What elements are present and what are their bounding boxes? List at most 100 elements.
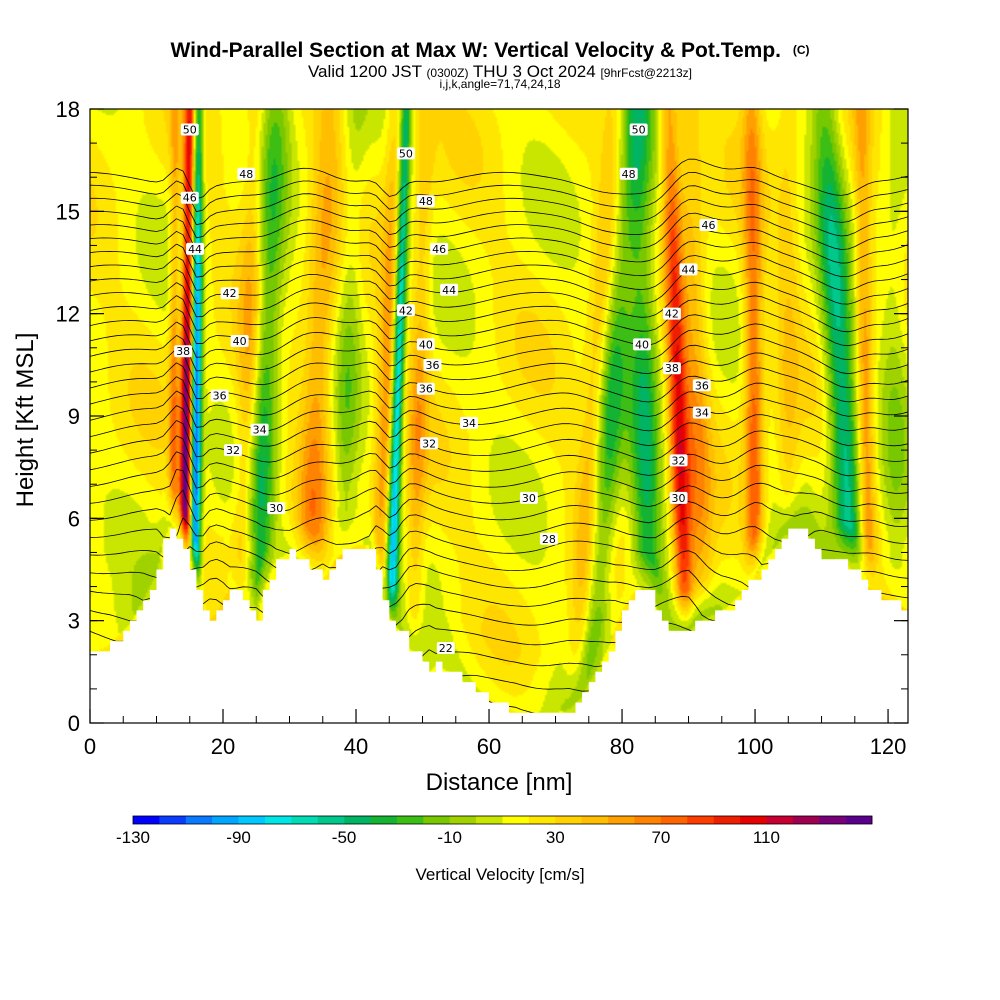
contour-label-bg — [396, 304, 415, 317]
colorbar-swatch — [133, 816, 160, 824]
theta-contour-42 — [90, 335, 908, 375]
subtitle-utc: (0300Z) — [426, 66, 468, 80]
y-axis-label: Height [Kft MSL] — [12, 333, 39, 508]
colorbar-swatch — [449, 816, 477, 824]
contour-label-bg — [174, 345, 193, 358]
contour-label: 44 — [679, 263, 698, 276]
x-axis-label: Distance [nm] — [426, 769, 573, 796]
colorbar-swatch — [264, 816, 292, 824]
colorbar-swatch — [528, 816, 556, 824]
theta-contour-52 — [90, 198, 908, 239]
y-tick-label: 0 — [68, 711, 80, 736]
contour-label-bg — [619, 167, 638, 180]
contour-label-text: 30 — [522, 492, 536, 505]
contour-label-text: 34 — [462, 417, 476, 430]
colorbar-tick-label: -130 — [116, 828, 150, 847]
contour-label: 48 — [619, 167, 638, 181]
contour-label-text: 22 — [439, 642, 453, 655]
contour-label-bg — [180, 123, 199, 136]
contour-label-bg — [210, 389, 229, 402]
contour-label-text: 30 — [672, 492, 686, 505]
contour-label: 38 — [662, 362, 681, 375]
colorbar-swatch — [317, 816, 345, 824]
contour-label-text: 44 — [682, 263, 696, 276]
contour-label-text: 36 — [425, 359, 439, 372]
contour-label: 36 — [423, 358, 442, 372]
contour-label-bg — [699, 218, 718, 231]
x-tick-label: 40 — [344, 734, 368, 759]
contour-label-bg — [237, 167, 256, 180]
contour-label: 42 — [662, 307, 681, 321]
contour-label: 46 — [180, 191, 199, 205]
contour-label: 32 — [669, 454, 688, 467]
contour-label: 50 — [629, 123, 648, 136]
colorbar-swatch — [819, 816, 846, 824]
contour-label-text: 32 — [226, 444, 240, 457]
colorbar-swatch — [608, 816, 635, 824]
colorbar-swatch — [159, 816, 187, 824]
colorbar — [132, 815, 873, 825]
theta-contour-50 — [90, 226, 908, 265]
contour-label-text: 40 — [419, 338, 433, 351]
contour-label-bg — [416, 195, 435, 208]
x-tick-label: 100 — [737, 734, 774, 759]
theta-contour-37 — [90, 405, 908, 447]
contour-label-bg — [230, 334, 249, 347]
theta-contour-54 — [90, 172, 908, 213]
contour-label: 48 — [237, 167, 256, 181]
colorbar-swatch — [238, 816, 266, 824]
contour-label: 42 — [396, 304, 415, 317]
contour-label: 46 — [699, 218, 718, 232]
y-tick-label: 15 — [56, 199, 80, 224]
terrain-mask — [90, 528, 908, 723]
contour-label-text: 42 — [665, 308, 679, 321]
colorbar-swatch — [344, 816, 371, 824]
contour-label: 34 — [250, 423, 269, 437]
contour-label: 22 — [436, 641, 455, 655]
colorbar-tick-label: -90 — [226, 828, 251, 847]
contour-label: 30 — [267, 502, 286, 515]
y-tick-label: 12 — [56, 302, 80, 327]
colorbar-swatch — [476, 816, 503, 824]
x-tick-label: 60 — [477, 734, 501, 759]
contour-label-bg — [519, 491, 538, 504]
contour-label-text: 40 — [635, 338, 649, 351]
contour-label-bg — [420, 437, 439, 450]
colorbar-tick-label: 110 — [753, 828, 780, 847]
contour-label-bg — [539, 532, 558, 545]
y-tick-label: 3 — [68, 609, 80, 634]
contour-label-bg — [436, 641, 455, 654]
subtitle-date: THU 3 Oct 2024 — [473, 62, 596, 81]
contour-labels: 50 48 46 44 42 40 38 36 34 32 30 50 48 46 44 42 40 36 36 34… — [174, 123, 718, 655]
contour-label-text: 38 — [176, 345, 190, 358]
contour-label: 36 — [692, 379, 711, 392]
contour-label: 28 — [539, 532, 558, 546]
contour-label-bg — [250, 423, 269, 436]
x-tick-label: 80 — [610, 734, 634, 759]
theta-contour-34 — [90, 451, 908, 496]
contour-label-text: 48 — [622, 168, 636, 181]
colorbar-tick-labels: -130 -90 -50 -10 30 70 110 — [116, 828, 780, 847]
chart-subtitle: Valid 1200 JST (0300Z) THU 3 Oct 2024 [9… — [308, 62, 692, 81]
theta-contour-49 — [90, 240, 908, 278]
plot-area: 50 48 46 44 42 40 38 36 34 32 30 50 48 46 44 42 40 36 36 34… — [90, 109, 908, 723]
colorbar-swatch — [555, 816, 582, 824]
contour-label-text: 44 — [188, 243, 202, 256]
subtitle-forecast: [9hrFcst@2213z] — [600, 66, 692, 80]
theta-contour-46 — [90, 281, 908, 319]
colorbar-frame — [132, 815, 873, 825]
colorbar-tick-label: 70 — [651, 828, 670, 847]
contour-label-text: 46 — [432, 243, 446, 256]
colorbar-swatch — [370, 816, 398, 824]
contour-label-bg — [440, 283, 459, 296]
contour-label-text: 48 — [239, 168, 253, 181]
contour-label-bg — [220, 287, 239, 300]
contour-label-bg — [629, 123, 648, 136]
y-tick-label: 18 — [56, 97, 80, 122]
colorbar-swatch — [291, 816, 319, 824]
colorbar-swatch — [212, 816, 239, 824]
y-tick-label: 9 — [68, 404, 80, 429]
chart-title-main: Wind-Parallel Section at Max W: Vertical… — [170, 39, 781, 62]
theta-contour-36 — [90, 420, 908, 463]
